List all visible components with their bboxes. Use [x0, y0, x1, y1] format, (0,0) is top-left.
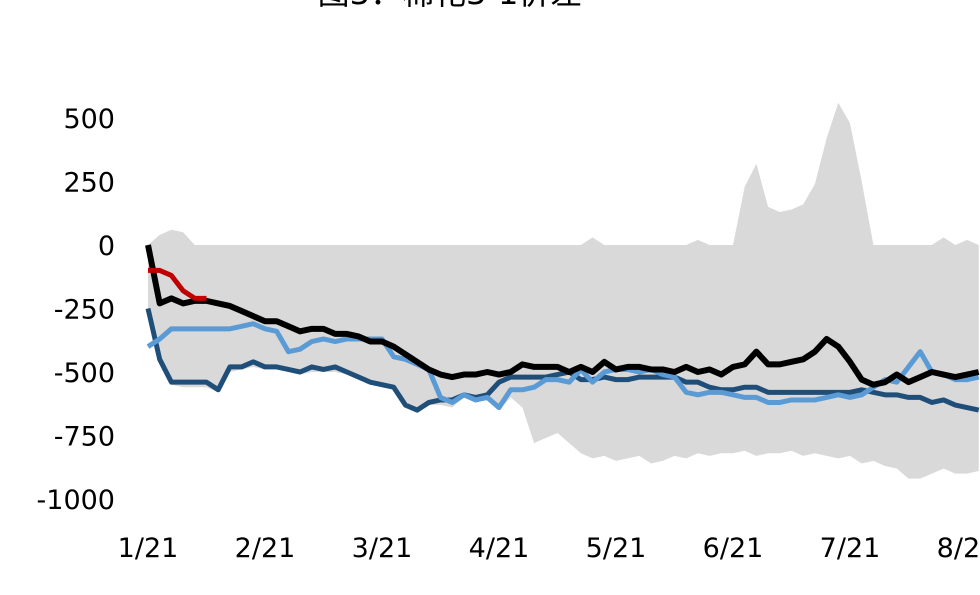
x-tick-label: 6/21 [703, 533, 764, 564]
x-tick-label: 4/21 [469, 533, 530, 564]
area [148, 245, 979, 479]
x-tick-label: 8/21 [937, 533, 980, 564]
x-tick-label: 5/21 [586, 533, 647, 564]
y-tick-label: -500 [54, 358, 115, 389]
y-tick-label: -750 [54, 422, 115, 453]
y-tick-label: 250 [63, 168, 115, 199]
y-tick-label: 0 [98, 231, 115, 262]
x-tick-label: 3/21 [352, 533, 413, 564]
y-tick-label: -250 [54, 295, 115, 326]
chart-title: 图3：棉花3-1价差 [318, 0, 583, 12]
area [148, 102, 979, 245]
series-line [146, 321, 980, 411]
x-tick-label: 7/21 [820, 533, 881, 564]
series-line [145, 307, 980, 413]
y-tick-label: -1000 [37, 485, 115, 516]
series-line [148, 267, 207, 301]
y-tick-label: 500 [63, 104, 115, 135]
x-tick-label: 2/21 [235, 533, 296, 564]
series-line [145, 244, 980, 388]
x-tick-label: 1/21 [118, 533, 179, 564]
